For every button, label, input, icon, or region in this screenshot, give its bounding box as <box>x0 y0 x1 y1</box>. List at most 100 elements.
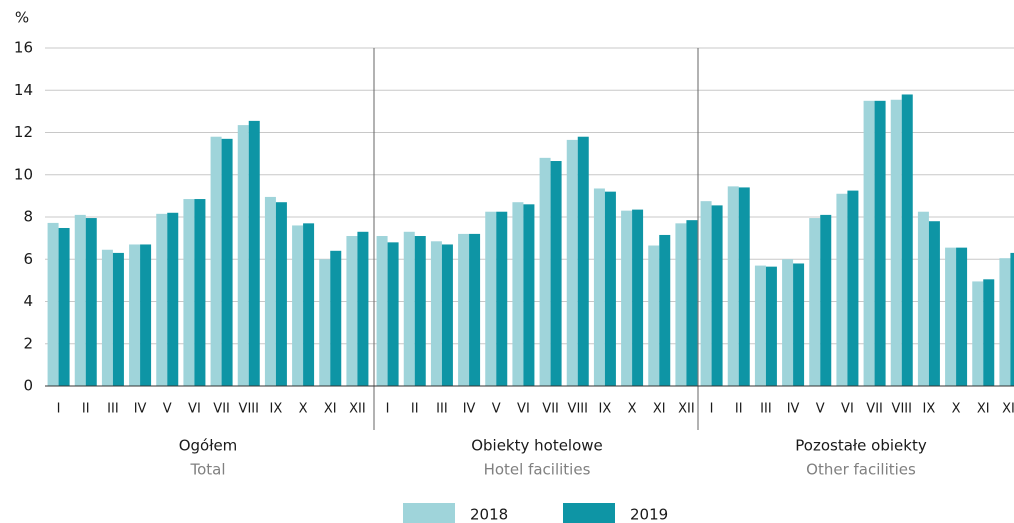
y-tick-label: 12 <box>14 123 33 141</box>
x-tick-label: VII <box>213 402 230 417</box>
x-tick-label: I <box>710 402 714 417</box>
bar <box>782 259 794 386</box>
bar <box>248 120 260 386</box>
x-tick-label: V <box>163 402 172 417</box>
x-tick-label: I <box>57 402 61 417</box>
panel-title: Ogółem <box>179 437 238 455</box>
x-tick-label: IX <box>599 402 612 417</box>
y-tick-label: 4 <box>23 292 33 310</box>
bar <box>512 202 524 386</box>
bar <box>890 99 902 386</box>
bar <box>765 266 777 386</box>
y-tick-label: 8 <box>23 208 33 226</box>
bar <box>863 100 875 386</box>
bar <box>972 281 984 386</box>
bar <box>675 223 687 386</box>
bar <box>275 202 287 386</box>
bar <box>458 233 470 386</box>
bar <box>387 242 399 386</box>
bar <box>430 241 442 386</box>
x-tick-label: III <box>107 402 119 417</box>
y-tick-label: 0 <box>23 377 33 395</box>
bar <box>101 249 113 386</box>
x-tick-label: XI <box>324 402 337 417</box>
x-tick-label: IX <box>270 402 283 417</box>
x-tick-label: XII <box>349 402 366 417</box>
x-tick-label: VIII <box>568 402 588 417</box>
bar <box>999 258 1011 386</box>
bar <box>129 244 141 386</box>
bar <box>357 231 369 386</box>
bar <box>632 209 644 386</box>
bar <box>820 214 832 386</box>
bar <box>74 214 86 386</box>
bar <box>523 204 535 386</box>
x-tick-label: XI <box>653 402 666 417</box>
bar <box>183 199 195 386</box>
x-tick-label: X <box>628 402 637 417</box>
bar <box>414 236 426 386</box>
bar <box>330 250 342 386</box>
bar <box>754 265 766 386</box>
bar <box>346 236 358 386</box>
bar <box>112 252 124 386</box>
x-tick-label: XII <box>1002 402 1014 417</box>
bar <box>47 222 59 386</box>
bar <box>469 233 481 386</box>
x-tick-label: III <box>760 402 772 417</box>
bar <box>847 190 859 386</box>
x-tick-label: V <box>492 402 501 417</box>
x-tick-label: VI <box>517 402 530 417</box>
legend-swatch <box>563 503 615 523</box>
bar <box>194 199 206 386</box>
x-tick-label: III <box>436 402 448 417</box>
bar <box>376 236 388 386</box>
y-tick-label: 14 <box>14 81 33 99</box>
x-tick-label: VIII <box>892 402 912 417</box>
bar <box>264 196 276 386</box>
x-tick-label: VI <box>188 402 201 417</box>
bar <box>496 211 508 386</box>
bar <box>593 188 605 386</box>
bar <box>738 187 750 386</box>
bar <box>485 211 497 386</box>
y-tick-label: 10 <box>14 165 33 183</box>
bar <box>711 205 723 386</box>
legend-label: 2019 <box>630 506 668 523</box>
x-tick-label: IV <box>463 402 476 417</box>
bar <box>727 186 739 386</box>
x-tick-label: II <box>82 402 90 417</box>
legend-swatch <box>403 503 455 523</box>
x-tick-label: VI <box>841 402 854 417</box>
bar <box>686 220 698 386</box>
bar <box>1010 252 1014 386</box>
bar <box>237 125 249 386</box>
bar <box>403 231 415 386</box>
bar <box>917 211 929 386</box>
bar <box>550 161 562 386</box>
bar <box>983 279 995 386</box>
x-tick-label: X <box>299 402 308 417</box>
x-tick-label: X <box>952 402 961 417</box>
panel-subtitle: Other facilities <box>806 461 916 479</box>
y-tick-label: 2 <box>23 334 33 352</box>
bar <box>566 139 578 386</box>
bar <box>539 157 551 386</box>
bar <box>303 223 315 386</box>
bar <box>577 136 589 386</box>
bar <box>836 193 848 386</box>
bar <box>809 218 821 386</box>
bar <box>793 263 805 386</box>
y-tick-label: 16 <box>14 39 33 57</box>
x-tick-label: V <box>816 402 825 417</box>
bar <box>221 138 233 386</box>
panel-title: Pozostałe obiekty <box>795 437 927 455</box>
bar <box>58 227 70 386</box>
x-tick-label: IV <box>787 402 800 417</box>
bar <box>945 247 957 386</box>
x-tick-label: VII <box>866 402 883 417</box>
x-tick-label: VIII <box>239 402 259 417</box>
bar <box>901 94 913 386</box>
bar <box>874 100 886 386</box>
